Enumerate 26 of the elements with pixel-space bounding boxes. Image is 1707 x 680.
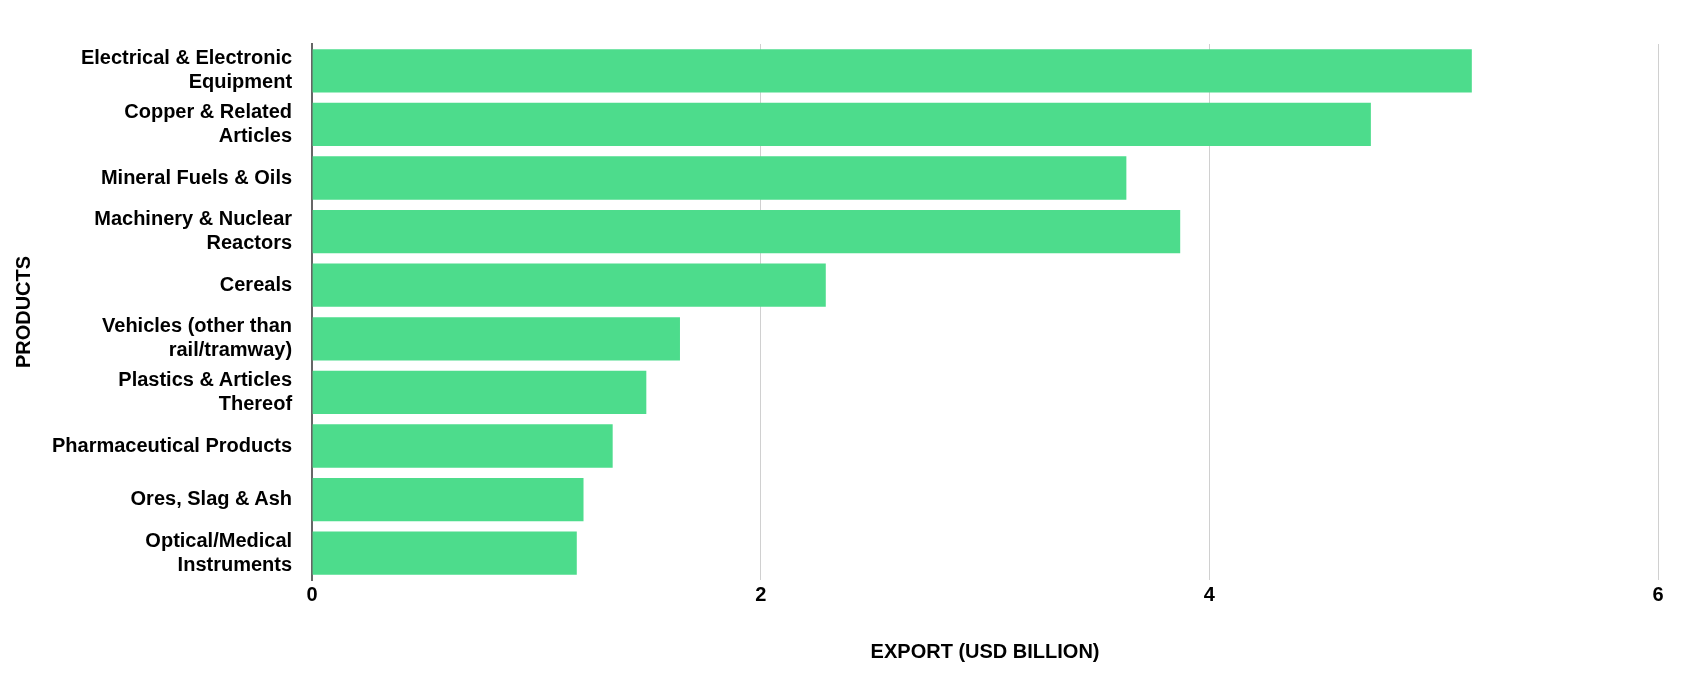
- x-tick-label: 2: [755, 582, 767, 605]
- y-tick-label: Pharmaceutical Products: [51, 433, 293, 456]
- bar: [312, 263, 826, 307]
- x-tick-label: 6: [1652, 582, 1664, 605]
- y-tick-label: Optical/Medical Instruments: [145, 528, 293, 575]
- y-axis-title: PRODUCTS: [11, 255, 34, 369]
- y-tick-label: Plastics & Articles Thereof: [118, 367, 293, 414]
- y-tick-label: Electrical & Electronic Equipment: [80, 46, 293, 93]
- x-tick-label: 0: [306, 582, 318, 605]
- bar: [312, 424, 613, 468]
- bar: [312, 370, 647, 415]
- y-tick-label: Copper & Related Articles: [124, 99, 293, 146]
- y-tick-label: Vehicles (other than rail/tramway): [102, 314, 293, 361]
- bar: [312, 531, 577, 575]
- y-tick-label: Ores, Slag & Ash: [130, 487, 293, 510]
- bar: [312, 317, 680, 361]
- x-axis-title: EXPORT (USD BILLION): [870, 639, 1100, 662]
- y-tick-label: Cereals: [219, 272, 293, 295]
- bar: [312, 477, 584, 522]
- bar: [312, 209, 1181, 254]
- bar: [312, 49, 1472, 93]
- y-tick-label: Machinery & Nuclear Reactors: [94, 207, 293, 254]
- y-tick-label: Mineral Fuels & Oils: [100, 165, 293, 188]
- bar: [312, 102, 1371, 147]
- x-tick-label: 4: [1203, 582, 1216, 605]
- bar: [312, 156, 1127, 200]
